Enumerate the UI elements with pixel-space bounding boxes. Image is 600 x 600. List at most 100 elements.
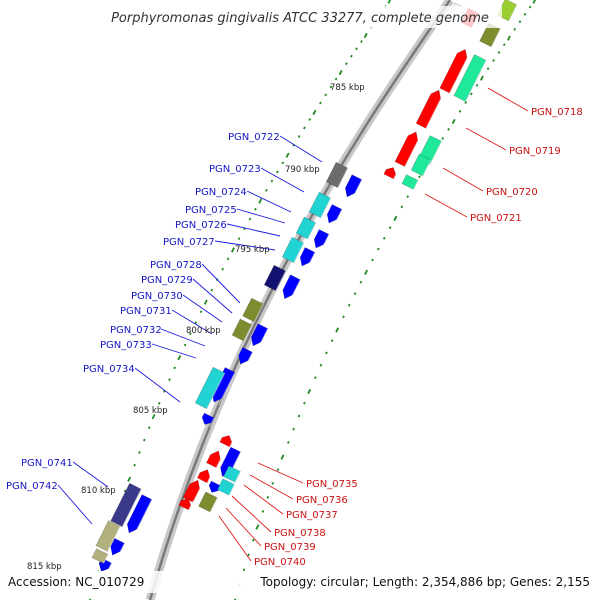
gc-mark [258, 198, 263, 204]
feature-highlight [116, 543, 126, 558]
label-callout-line [171, 309, 213, 335]
gc-tick [345, 62, 348, 66]
feature-highlight [215, 453, 225, 468]
gc-tick [329, 85, 333, 89]
gene-label[interactable]: PGN_0739 [264, 542, 316, 553]
feature-highlight [253, 303, 264, 323]
gene-label[interactable]: PGN_0723 [209, 164, 261, 175]
gene-label[interactable]: PGN_0737 [286, 510, 338, 521]
gene-label[interactable]: PGN_0742 [6, 481, 58, 492]
gene-label[interactable]: PGN_0720 [486, 187, 538, 198]
gc-tick [441, 137, 445, 140]
gc-tick [292, 427, 295, 431]
gene-label[interactable]: PGN_0731 [120, 306, 172, 317]
feature-body [282, 274, 301, 300]
gc-tick [143, 438, 146, 442]
gc-mark [335, 327, 340, 333]
topology-stats-text: Topology: circular; Length: 2,354,886 bp… [259, 575, 590, 589]
gene-label[interactable]: PGN_0727 [163, 237, 215, 248]
gene-label[interactable]: PGN_0724 [195, 187, 247, 198]
gene-label[interactable]: PGN_0733 [100, 340, 152, 351]
gc-mark [324, 93, 327, 97]
feature-body [182, 479, 201, 503]
gc-mark [251, 538, 255, 542]
gc-mark [329, 85, 333, 89]
gc-mark [319, 101, 322, 105]
gc-tick [231, 247, 235, 253]
cog-feature [110, 482, 142, 528]
gene-label[interactable]: PGN_0738 [274, 528, 326, 539]
gc-mark [203, 299, 208, 305]
feature-highlight [234, 471, 242, 483]
tick-label-795: 795 kbp [235, 245, 270, 255]
gc-mark [458, 109, 462, 113]
gc-tick [270, 179, 274, 183]
gc-tick [151, 414, 156, 420]
gc-mark [307, 388, 312, 395]
feature-highlight [229, 437, 235, 448]
gc-tick [199, 310, 203, 314]
gc-mark [297, 135, 301, 138]
feature-body [439, 48, 468, 94]
gc-mark [210, 288, 214, 292]
gene-label[interactable]: PGN_0729 [141, 275, 193, 286]
gc-tick [276, 170, 279, 174]
gene-label[interactable]: PGN_0726 [175, 220, 227, 231]
label-callout-line [231, 495, 272, 533]
label-callout-line [260, 167, 305, 193]
gc-tick [285, 152, 290, 158]
gene-label[interactable]: PGN_0736 [296, 495, 348, 506]
label-callouts [57, 87, 529, 562]
gc-tick [168, 378, 171, 381]
reverse-cds-arrow [178, 498, 194, 511]
gc-tick [226, 257, 230, 261]
cog-feature [295, 216, 317, 240]
gene-label[interactable]: PGN_0728 [150, 260, 202, 271]
gene-label[interactable]: PGN_0735 [306, 479, 358, 490]
gc-mark [360, 40, 363, 43]
gc-tick [502, 43, 506, 47]
feature-highlight [192, 482, 204, 503]
feature-highlight [508, 4, 518, 22]
tick-label-815: 815 kbp [27, 562, 62, 572]
gc-mark [281, 161, 285, 165]
reverse-cds-arrow [206, 450, 225, 469]
gc-mark [271, 481, 275, 485]
gc-tick [335, 327, 340, 333]
gc-mark [342, 315, 345, 319]
forward-cds-arrow [126, 494, 153, 536]
feature-body [110, 482, 142, 528]
gene-label[interactable]: PGN_0718 [531, 107, 583, 118]
label-callout-line [160, 328, 206, 347]
gene-label[interactable]: PGN_0725 [185, 205, 237, 216]
gene-label[interactable]: PGN_0741 [21, 458, 73, 469]
gc-mark [330, 339, 334, 343]
gc-mark [147, 426, 151, 429]
label-callout-line [151, 343, 197, 359]
accession-text: Accession: NC_010729 [8, 575, 144, 589]
gc-mark [143, 438, 146, 442]
gene-label[interactable]: PGN_0719 [509, 146, 561, 157]
gc-tick [532, 0, 537, 4]
gc-mark [138, 451, 141, 454]
feature-body [95, 520, 121, 552]
gene-label[interactable]: PGN_0734 [83, 364, 135, 375]
gc-mark [492, 59, 495, 62]
gene-label[interactable]: PGN_0732 [110, 325, 162, 336]
gc-tick [353, 292, 357, 296]
gc-mark [248, 217, 252, 221]
gc-tick [251, 538, 255, 542]
gene-label[interactable]: PGN_0740 [254, 557, 306, 568]
gc-tick [418, 175, 421, 179]
gene-label[interactable]: PGN_0730 [131, 291, 183, 302]
gene-label[interactable]: PGN_0722 [228, 132, 280, 143]
gc-mark [266, 495, 270, 499]
reverse-cds-arrow [196, 469, 214, 484]
feature-highlight [188, 500, 194, 511]
gene-label[interactable]: PGN_0721 [470, 213, 522, 224]
gc-tick [210, 288, 214, 292]
tick-label-805: 805 kbp [133, 406, 168, 416]
gc-tick [314, 376, 317, 380]
gc-tick [523, 12, 527, 16]
tick-label-785: 785 kbp [330, 83, 365, 93]
